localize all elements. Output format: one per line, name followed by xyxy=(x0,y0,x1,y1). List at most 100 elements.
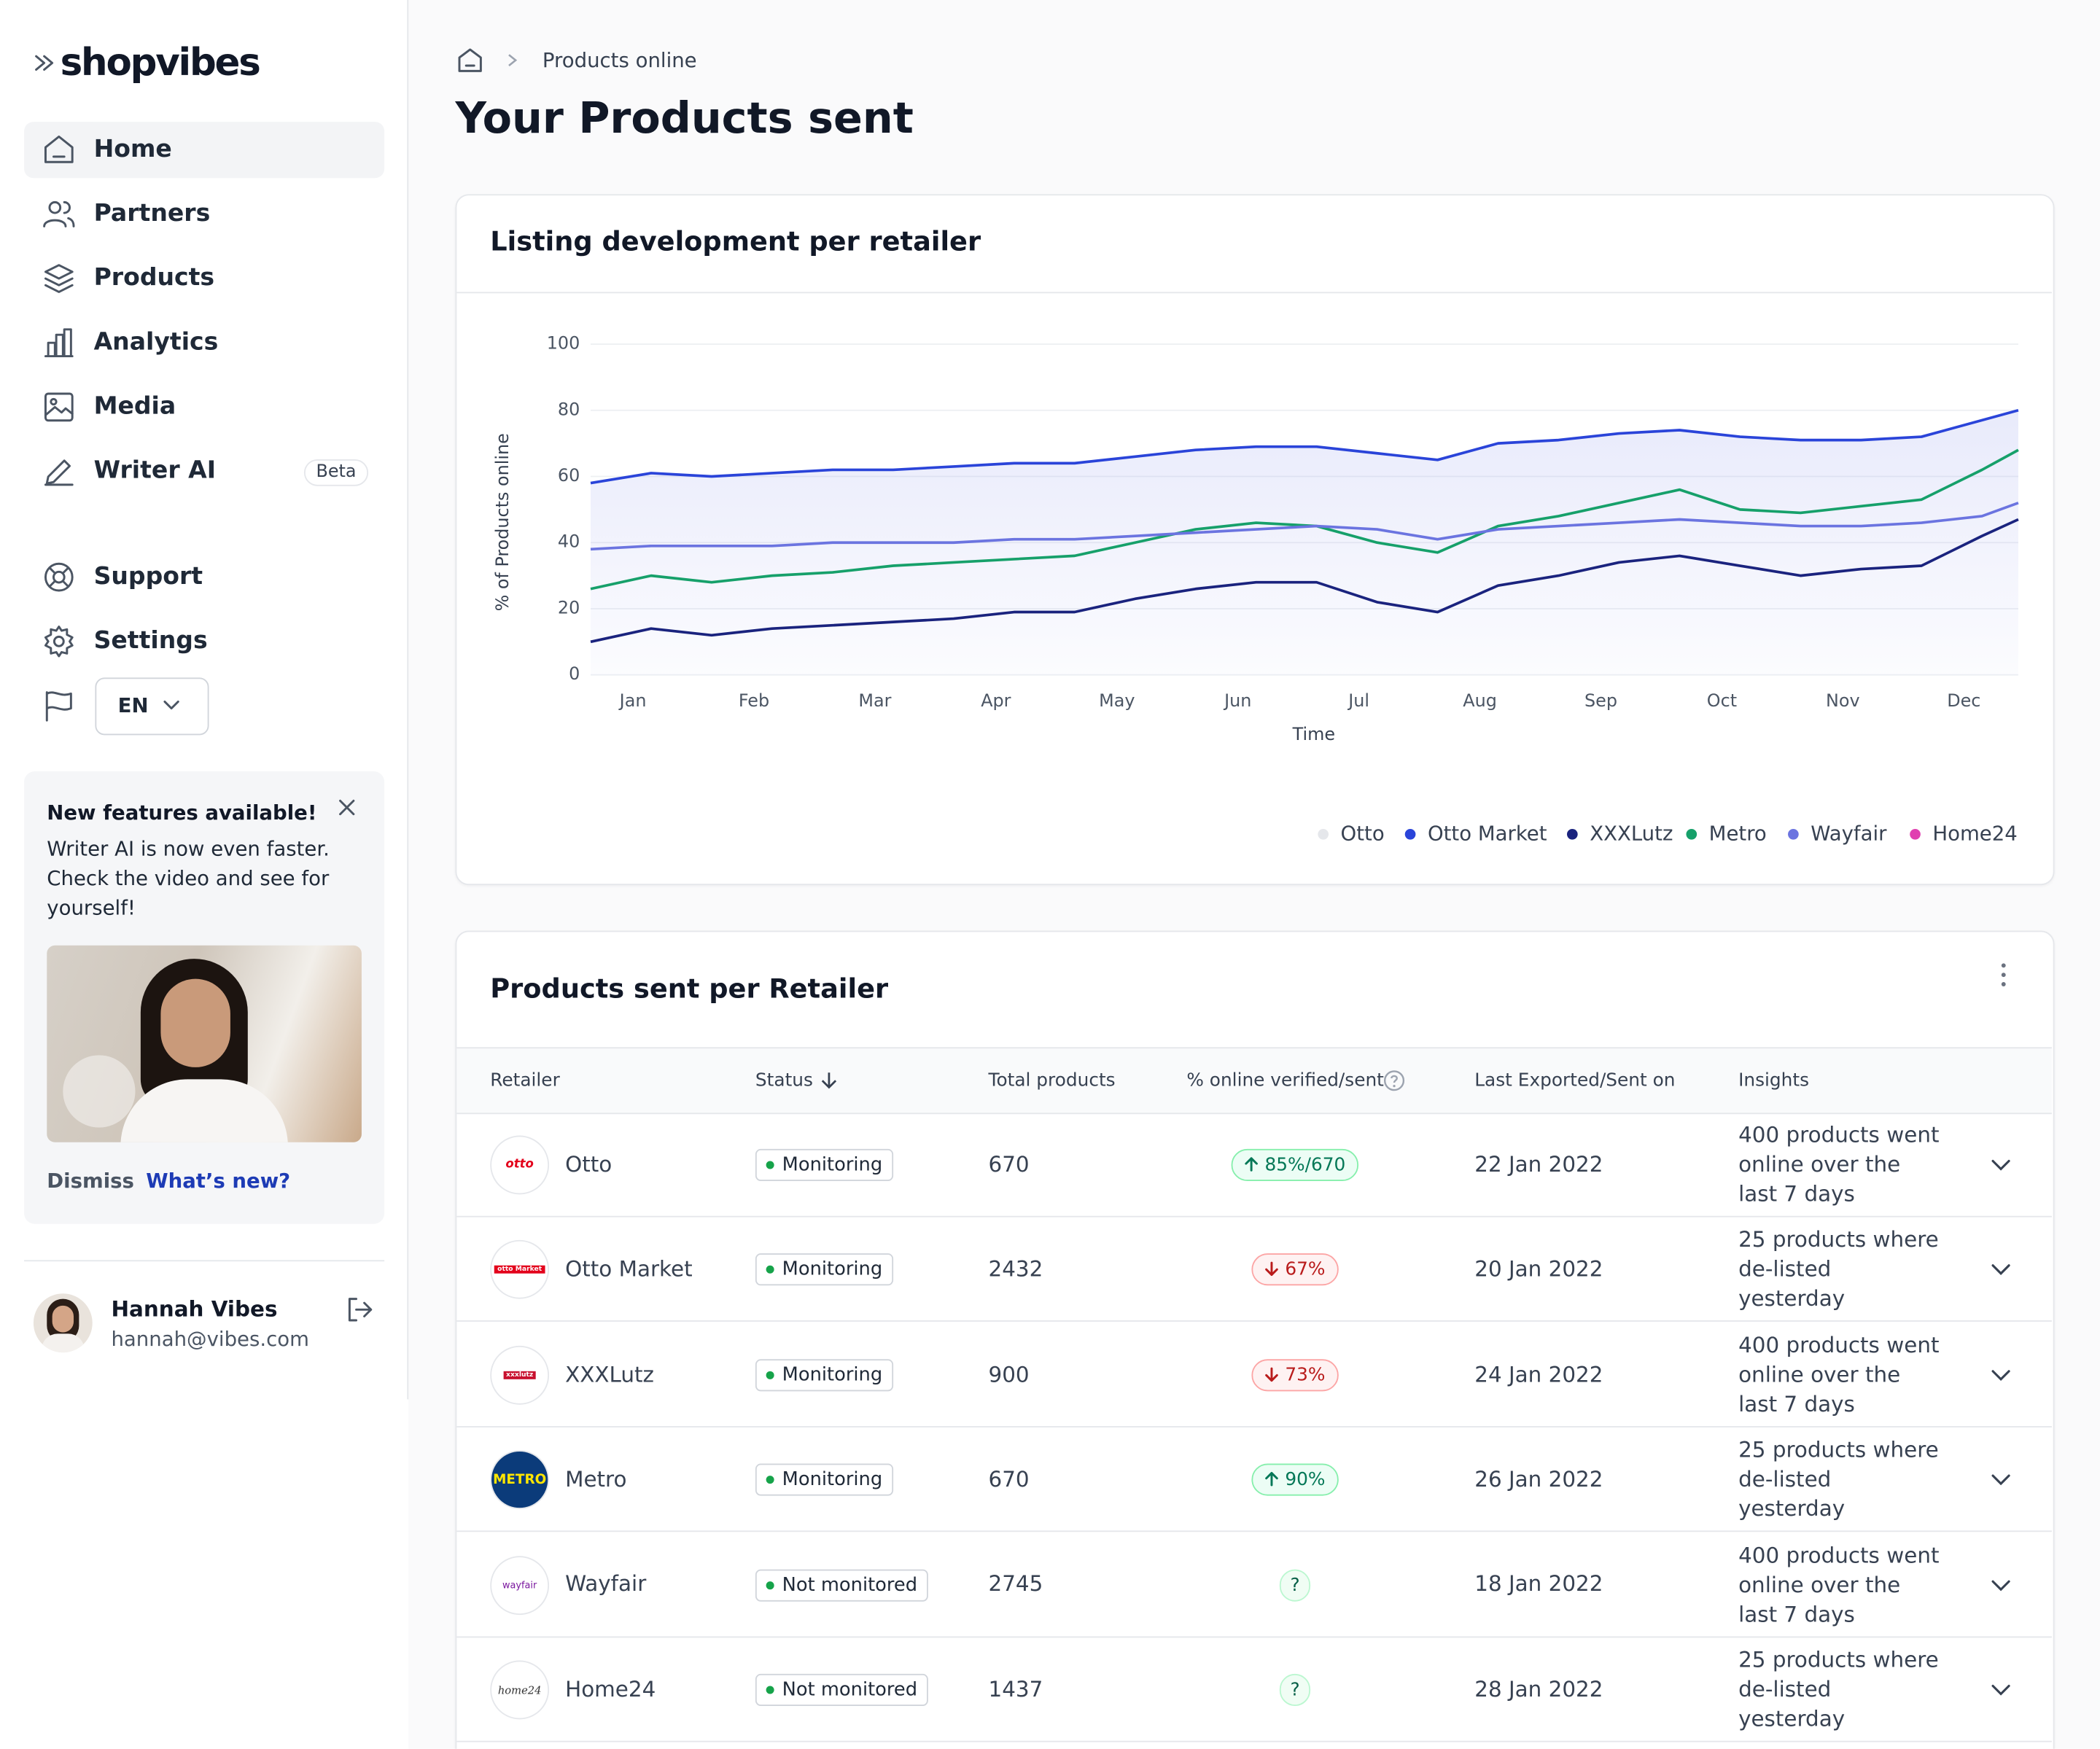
status-dot xyxy=(766,1581,774,1589)
table-row xyxy=(456,1216,2052,1323)
avatar-shirt xyxy=(41,1333,85,1353)
nav-item[interactable]: Products xyxy=(93,264,215,293)
table-header-bg xyxy=(456,1047,2052,1115)
retailer-logo: wayfair xyxy=(490,1555,550,1615)
expand-row[interactable] xyxy=(1991,1684,2010,1696)
nav-badge: Beta xyxy=(303,459,369,486)
insights: 400 products went online over the last 7… xyxy=(1738,1122,1940,1207)
column-header: Retailer xyxy=(490,1069,560,1091)
online-badge: 67% xyxy=(1251,1253,1339,1286)
retailer-logo: METRO xyxy=(490,1450,550,1510)
nav-item[interactable]: Media xyxy=(93,392,176,421)
expand-row[interactable] xyxy=(1991,1159,2010,1171)
status-dot xyxy=(766,1161,774,1169)
status-badge: Monitoring xyxy=(755,1463,893,1496)
column-header: Total products xyxy=(988,1069,1116,1091)
last-exported: 26 Jan 2022 xyxy=(1474,1466,1603,1492)
trend-arrow xyxy=(1245,1157,1258,1172)
online-badge: 85%/670 xyxy=(1231,1148,1359,1182)
online-badge: 90% xyxy=(1251,1463,1339,1496)
video-person-face xyxy=(160,978,230,1067)
card-divider xyxy=(456,292,2052,294)
total-products: 2745 xyxy=(988,1571,1043,1597)
total-products: 670 xyxy=(988,1151,1030,1177)
retailer-logo-text: xxxlutz xyxy=(503,1371,536,1379)
status-dot xyxy=(766,1371,774,1379)
card-title: Products sent per Retailer xyxy=(490,972,889,1005)
nav-icon xyxy=(43,200,75,227)
retailer-name: Wayfair xyxy=(565,1571,647,1597)
sidebar-divider xyxy=(24,1260,385,1262)
online-badge: ? xyxy=(1279,1568,1311,1601)
retailer-logo-text: METRO xyxy=(493,1472,547,1488)
table-row xyxy=(456,1111,2052,1218)
table-row xyxy=(456,1426,2052,1532)
status-badge: Not monitored xyxy=(755,1673,928,1707)
language-select[interactable]: EN xyxy=(95,677,209,736)
trend-arrow xyxy=(1265,1472,1278,1487)
breadcrumb-home[interactable] xyxy=(456,47,483,74)
online-badge: 73% xyxy=(1251,1358,1339,1391)
expand-row[interactable] xyxy=(1991,1474,2010,1486)
sidebar: shopvibes Home Partners Products Analytics Me… xyxy=(0,0,409,1400)
expand-row[interactable] xyxy=(1991,1579,2010,1591)
retailer-logo: xxxlutz xyxy=(490,1345,550,1405)
avatar xyxy=(33,1293,93,1353)
nav-icon xyxy=(44,626,74,658)
column-header: Insights xyxy=(1738,1069,1810,1091)
logo-mark xyxy=(35,55,54,71)
nav-item[interactable]: Support xyxy=(93,563,203,591)
logo: shopvibes xyxy=(60,40,261,85)
insights: 25 products where de-listed yesterday xyxy=(1738,1227,1939,1312)
nav-item[interactable]: Partners xyxy=(93,200,211,228)
insights: 400 products went online over the last 7… xyxy=(1738,1332,1940,1417)
nav-item[interactable]: Settings xyxy=(93,627,208,655)
retailer-logo-text: otto Market xyxy=(494,1266,545,1274)
status-badge: Monitoring xyxy=(755,1148,893,1182)
column-header[interactable]: Status xyxy=(755,1069,813,1091)
last-exported: 18 Jan 2022 xyxy=(1474,1571,1603,1597)
column-header: Last Exported/Sent on xyxy=(1474,1069,1676,1091)
breadcrumb-separator xyxy=(508,54,518,67)
status-dot xyxy=(766,1476,774,1484)
promo-video[interactable] xyxy=(47,945,362,1142)
total-products: 670 xyxy=(988,1466,1030,1492)
retailer-logo: otto xyxy=(490,1135,550,1195)
promo-link[interactable]: What’s new? xyxy=(146,1168,291,1193)
table-row xyxy=(456,1636,2052,1742)
nav-item[interactable]: Analytics xyxy=(93,328,219,357)
nav-icon xyxy=(44,135,74,163)
nav-icon xyxy=(44,459,74,486)
retailer-logo-text: home24 xyxy=(497,1683,542,1697)
avatar-face xyxy=(52,1305,74,1333)
total-products: 2432 xyxy=(988,1256,1043,1282)
last-exported: 20 Jan 2022 xyxy=(1474,1256,1603,1282)
promo-dismiss[interactable]: Dismiss xyxy=(47,1168,134,1193)
user-name: Hannah Vibes xyxy=(111,1296,278,1322)
breadcrumb: Products online xyxy=(542,47,697,72)
more-menu[interactable] xyxy=(1999,962,2007,989)
online-badge: ? xyxy=(1279,1673,1311,1707)
expand-row[interactable] xyxy=(1991,1264,2010,1276)
close-button[interactable] xyxy=(339,799,355,816)
logout-button[interactable] xyxy=(346,1296,373,1323)
expand-row[interactable] xyxy=(1991,1369,2010,1381)
status-badge: Monitoring xyxy=(755,1253,893,1286)
trend-arrow xyxy=(1265,1262,1278,1277)
nav-item[interactable]: Writer AI xyxy=(93,457,217,486)
status-dot xyxy=(766,1686,774,1694)
promo-text: Writer AI is now even faster. Check the … xyxy=(47,836,330,920)
retailer-name: Metro xyxy=(565,1466,627,1492)
promo-title: New features available! xyxy=(47,800,317,825)
language-label: EN xyxy=(117,693,149,717)
user-email: hannah@vibes.com xyxy=(111,1326,309,1351)
video-play[interactable] xyxy=(63,1055,136,1128)
trend-arrow xyxy=(1265,1367,1278,1382)
help-icon xyxy=(1383,1070,1405,1091)
nav-icon xyxy=(44,264,74,293)
total-products: 900 xyxy=(988,1361,1030,1387)
nav-item[interactable]: Home xyxy=(93,136,172,164)
retailer-name: Otto xyxy=(565,1151,612,1177)
